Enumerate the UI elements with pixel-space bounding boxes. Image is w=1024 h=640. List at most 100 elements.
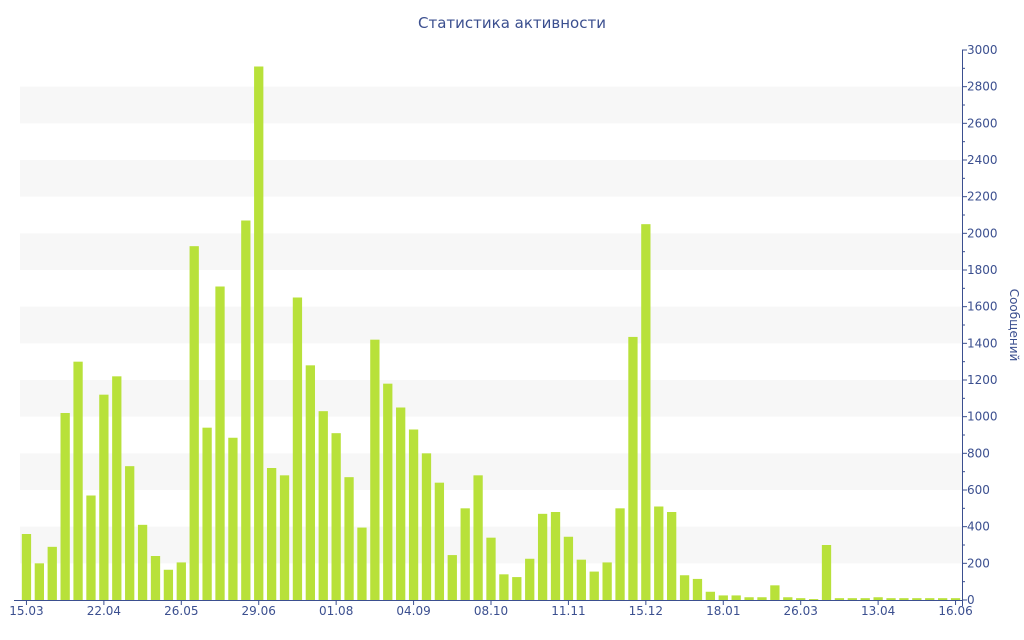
x-tick-label: 13.04 [861, 604, 895, 618]
y-tick-label: 2200 [967, 190, 998, 204]
bar [899, 598, 909, 600]
bar [860, 598, 870, 600]
y-tick-label: 2400 [967, 153, 998, 167]
y-tick-label: 2600 [967, 116, 998, 130]
bar [176, 562, 186, 600]
grid-band [20, 233, 962, 270]
bar [434, 482, 445, 600]
x-tick-label: 04.09 [396, 604, 430, 618]
grid-bands [20, 86, 962, 564]
bar [73, 361, 83, 600]
y-axis: 0 200 400 600 800 1000 1200 1400 1600 1800 2000 220… [962, 43, 1021, 607]
grid-band [20, 380, 962, 417]
y-tick-label: 3000 [967, 43, 998, 57]
bar [950, 598, 961, 600]
bar [731, 595, 741, 600]
bar [718, 595, 728, 600]
bar [279, 475, 290, 600]
bar [34, 563, 44, 600]
bar [241, 220, 251, 600]
x-tick-label: 18.01 [706, 604, 740, 618]
bar [408, 429, 419, 600]
bar [667, 512, 677, 600]
bar [228, 437, 238, 600]
bar [641, 224, 651, 601]
grid-band [20, 86, 962, 124]
bar [21, 534, 32, 600]
bar [215, 286, 225, 600]
bar [99, 394, 109, 600]
bar [318, 411, 328, 600]
y-axis-label: Сообщений [1007, 289, 1021, 362]
chart-title: Статистика активности [418, 14, 606, 32]
bar [254, 66, 264, 600]
bar [202, 427, 212, 600]
y-tick-label: 600 [967, 483, 990, 497]
grid-band [20, 160, 962, 197]
bar [847, 598, 857, 600]
bar [770, 585, 780, 600]
bar [499, 574, 509, 600]
bar [757, 597, 767, 600]
bar [150, 556, 161, 600]
y-tick-label: 1600 [967, 300, 998, 314]
bar [357, 527, 367, 600]
bar [473, 475, 483, 600]
x-tick-label: 26.03 [784, 604, 818, 618]
bar [331, 433, 341, 600]
bar [628, 336, 638, 600]
bar [537, 513, 548, 600]
x-tick-label: 26.05 [164, 604, 198, 618]
bar [447, 555, 457, 600]
bar [808, 599, 819, 600]
grid-band [20, 453, 962, 490]
y-tick-label: 1800 [967, 263, 998, 277]
x-tick-label: 16.06 [938, 604, 972, 618]
bar [912, 598, 922, 600]
x-tick-label: 08.10 [474, 604, 508, 618]
bar [744, 597, 754, 600]
bar [370, 339, 380, 600]
bar [692, 578, 703, 600]
bar [512, 577, 522, 600]
bar [938, 598, 948, 600]
bar [550, 512, 561, 600]
x-tick-label: 15.12 [629, 604, 663, 618]
bar [486, 537, 496, 600]
bar [821, 545, 832, 600]
y-tick-label: 1200 [967, 373, 998, 387]
bar [60, 413, 70, 600]
x-tick-label: 15.03 [9, 604, 43, 618]
bar [266, 468, 277, 600]
bar [86, 495, 96, 600]
bar [576, 559, 586, 600]
bar [796, 598, 806, 600]
bar [589, 571, 599, 600]
bar [563, 536, 574, 600]
bar [783, 597, 793, 600]
y-tick-label: 2800 [967, 80, 998, 94]
bar [125, 466, 135, 600]
bars [21, 66, 961, 601]
bar [421, 453, 432, 600]
bar [873, 597, 883, 600]
x-tick-label: 01.08 [319, 604, 353, 618]
bar [344, 477, 354, 600]
bar [679, 575, 690, 600]
bar [705, 591, 716, 600]
bar [654, 506, 664, 600]
bar [925, 598, 935, 600]
bar [886, 598, 896, 600]
x-tick-label: 11.11 [551, 604, 585, 618]
bar [615, 508, 625, 600]
grid-band [20, 306, 962, 344]
bar [525, 558, 535, 600]
bar [602, 562, 612, 600]
y-tick-label: 800 [967, 446, 990, 460]
y-tick-label: 1400 [967, 336, 998, 350]
bar [834, 598, 845, 600]
bar [47, 546, 57, 600]
bar [396, 407, 406, 600]
y-tick-label: 2000 [967, 226, 998, 240]
